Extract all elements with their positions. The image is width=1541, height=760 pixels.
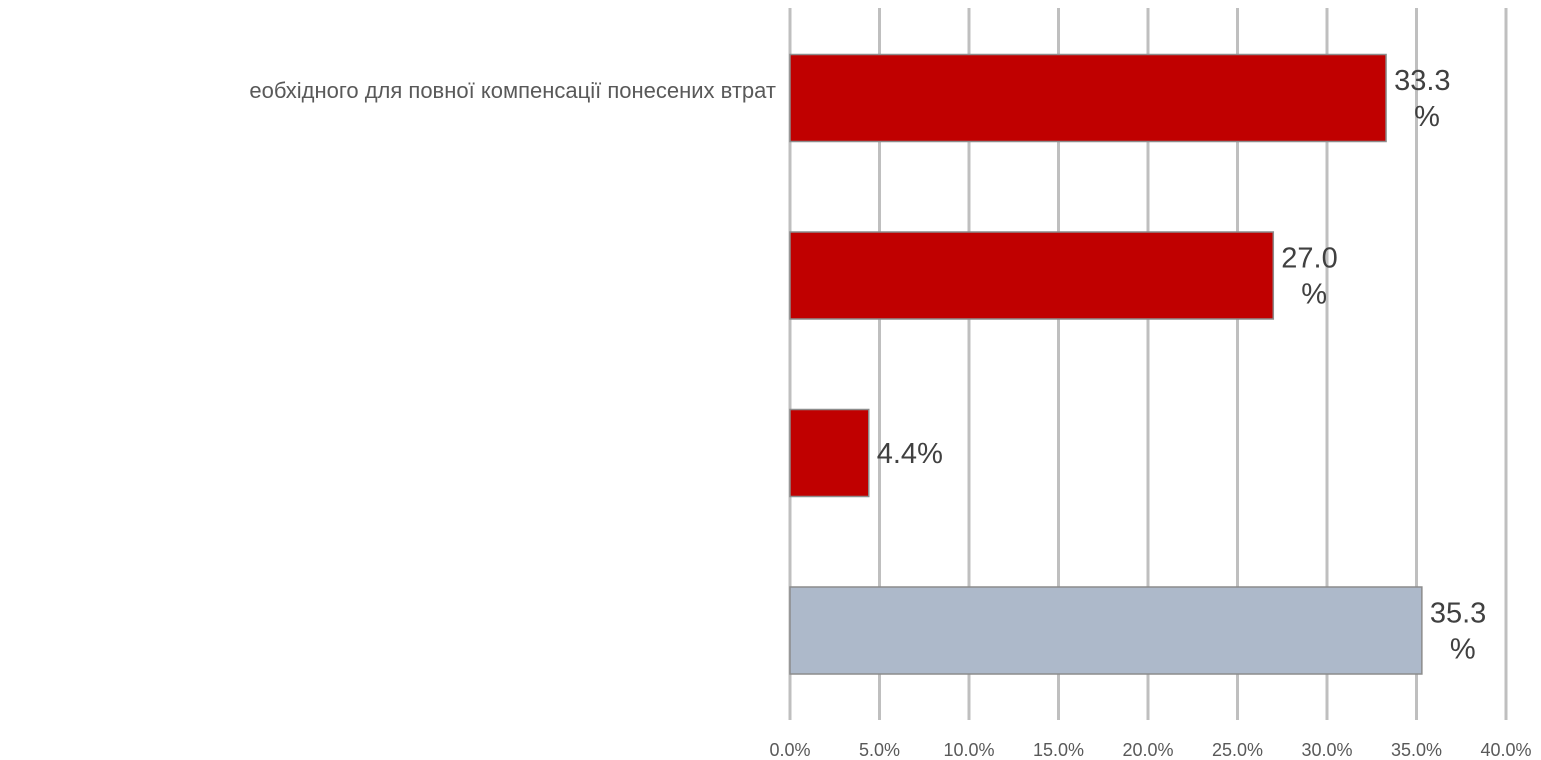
bar — [789, 53, 1387, 143]
data-label: 27.0% — [1281, 243, 1337, 311]
x-tick-label: 35.0% — [1391, 740, 1442, 760]
x-tick-label: 5.0% — [859, 740, 900, 760]
data-label-line: % — [1450, 634, 1476, 666]
x-tick-label: 30.0% — [1301, 740, 1352, 760]
x-tick-label: 40.0% — [1480, 740, 1531, 760]
data-label: 35.3% — [1430, 598, 1486, 666]
bar — [789, 408, 870, 498]
x-tick-label: 0.0% — [769, 740, 810, 760]
data-label-line: 27.0 — [1281, 243, 1337, 275]
x-tick-label: 10.0% — [943, 740, 994, 760]
x-tick-label: 15.0% — [1033, 740, 1084, 760]
category-label-text: еобхідного для повної компенсації понесе… — [249, 78, 776, 103]
x-tick-label: 20.0% — [1122, 740, 1173, 760]
x-tick-label: 25.0% — [1212, 740, 1263, 760]
data-label-line: % — [1414, 101, 1440, 133]
bar — [789, 586, 1423, 675]
data-label-line: % — [1301, 279, 1327, 311]
bar — [789, 231, 1275, 320]
data-label: 4.4% — [877, 438, 943, 470]
data-label-line: 35.3 — [1430, 598, 1486, 630]
data-label: 33.3% — [1394, 65, 1450, 133]
category-label: еобхідного для повної компенсації понесе… — [0, 78, 776, 104]
data-label-line: 33.3 — [1394, 65, 1450, 97]
